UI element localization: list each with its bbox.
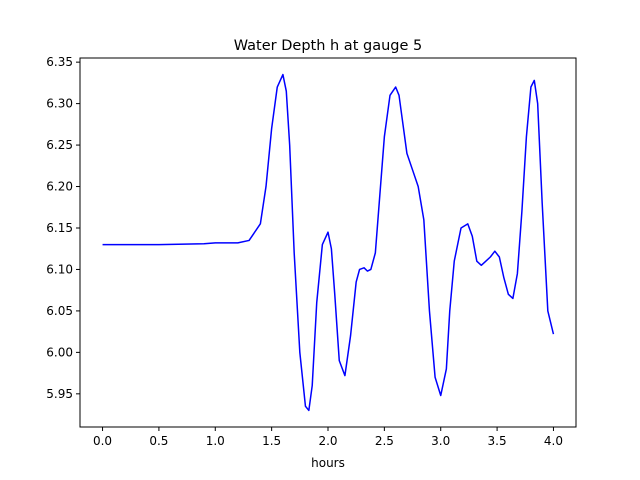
y-tick-label: 6.30 [46,97,73,111]
x-axis-label: hours [311,456,345,470]
y-tick-label: 5.95 [46,387,73,401]
y-tick-label: 6.10 [46,262,73,276]
y-tick-label: 6.00 [46,345,73,359]
y-tick-label: 6.05 [46,304,73,318]
y-tick-label: 6.20 [46,180,73,194]
y-tick-label: 6.35 [46,55,73,69]
x-tick-label: 3.5 [488,434,507,448]
y-tick-label: 6.15 [46,221,73,235]
series-line-0 [102,73,555,412]
x-tick-label: 2.5 [375,434,394,448]
x-tick-label: 1.0 [206,434,225,448]
y-tick-label: 6.25 [46,138,73,152]
x-axis-ticks: 0.0 0.5 1.0 1.5 2.0 2.5 3.0 3.5 4.0 [93,427,563,448]
chart-title: Water Depth h at gauge 5 [234,38,422,54]
x-tick-label: 2.0 [318,434,337,448]
x-tick-label: 1.5 [262,434,281,448]
x-tick-label: 0.0 [93,434,112,448]
y-axis-ticks: 5.95 6.00 6.05 6.10 6.15 6.20 6.25 6.30 6.35 [46,55,80,401]
x-tick-label: 4.0 [544,434,563,448]
x-tick-label: 3.0 [431,434,450,448]
x-tick-label: 0.5 [149,434,168,448]
